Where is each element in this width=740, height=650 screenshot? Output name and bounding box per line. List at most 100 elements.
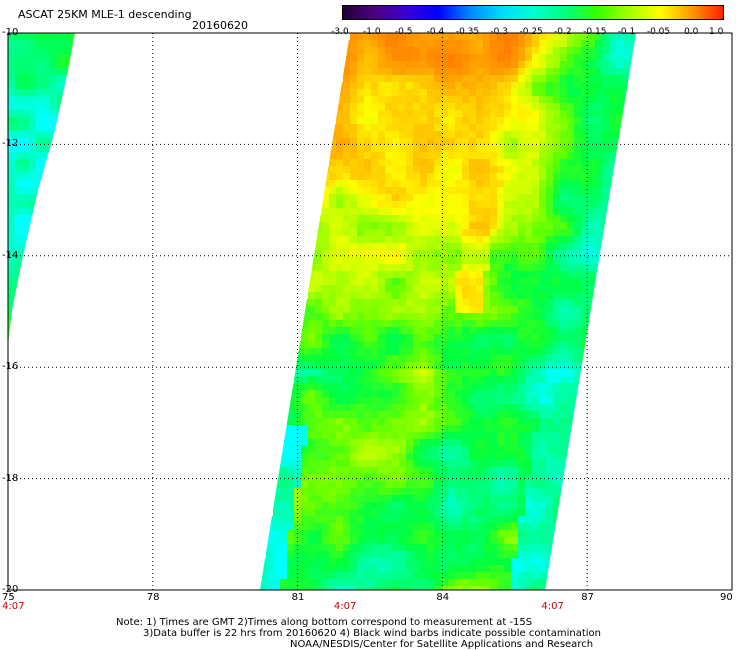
data-cell	[378, 96, 386, 104]
data-cell	[574, 103, 582, 111]
data-cell	[406, 33, 414, 41]
data-cell	[406, 264, 414, 272]
data-cell	[315, 481, 323, 489]
data-cell	[364, 348, 372, 356]
data-cell	[406, 61, 414, 69]
lon-label: 90	[720, 592, 733, 603]
data-cell	[476, 481, 484, 489]
data-cell	[455, 404, 463, 412]
data-cell	[378, 397, 386, 405]
data-cell	[539, 495, 547, 503]
data-cell	[434, 509, 442, 517]
data-cell	[427, 537, 435, 545]
data-cell	[490, 61, 498, 69]
data-cell	[36, 54, 44, 62]
data-cell	[64, 54, 72, 62]
data-cell	[567, 313, 575, 321]
data-cell	[532, 439, 540, 447]
data-cell	[490, 40, 498, 48]
data-cell	[546, 61, 554, 69]
data-cell	[392, 201, 400, 209]
data-cell	[15, 131, 23, 139]
data-cell	[308, 369, 316, 377]
data-cell	[15, 320, 23, 328]
data-cell	[322, 355, 330, 363]
data-cell	[574, 61, 582, 69]
data-cell	[546, 131, 554, 139]
data-cell	[36, 299, 44, 307]
data-cell	[420, 551, 428, 559]
data-cell	[378, 278, 386, 286]
data-cell	[399, 292, 407, 300]
data-cell	[378, 516, 386, 524]
data-cell	[385, 159, 393, 167]
data-cell	[560, 257, 568, 265]
data-cell	[595, 166, 603, 174]
data-cell	[427, 439, 435, 447]
data-cell	[385, 474, 393, 482]
data-cell	[448, 292, 456, 300]
data-cell	[553, 61, 561, 69]
data-cell	[371, 481, 379, 489]
data-cell	[462, 124, 470, 132]
data-cell	[434, 299, 442, 307]
data-cell	[385, 390, 393, 398]
data-cell	[532, 551, 540, 559]
data-cell	[371, 47, 379, 55]
data-cell	[567, 215, 575, 223]
data-cell	[455, 271, 463, 279]
data-cell	[497, 453, 505, 461]
data-cell	[29, 40, 37, 48]
data-cell	[343, 159, 351, 167]
data-cell	[399, 117, 407, 125]
data-cell	[518, 446, 526, 454]
data-cell	[546, 460, 554, 468]
data-cell	[497, 523, 505, 531]
data-cell	[308, 348, 316, 356]
data-cell	[511, 390, 519, 398]
data-cell	[469, 33, 477, 41]
data-cell	[71, 194, 75, 202]
data-cell	[532, 313, 540, 321]
data-cell	[504, 467, 512, 475]
data-cell	[497, 292, 505, 300]
data-cell	[287, 383, 295, 391]
data-cell	[322, 376, 330, 384]
data-cell	[385, 558, 393, 566]
data-cell	[336, 124, 344, 132]
data-cell	[350, 530, 358, 538]
data-cell	[504, 33, 512, 41]
data-cell	[357, 201, 365, 209]
data-cell	[329, 222, 337, 230]
data-cell	[427, 348, 435, 356]
data-cell	[511, 229, 519, 237]
data-cell	[287, 558, 295, 566]
data-cell	[385, 327, 393, 335]
data-cell	[315, 271, 323, 279]
data-cell	[406, 89, 414, 97]
data-cell	[392, 579, 400, 587]
data-cell	[497, 47, 505, 55]
data-cell	[511, 565, 519, 573]
data-cell	[497, 306, 505, 314]
data-cell	[581, 299, 589, 307]
data-cell	[301, 446, 309, 454]
data-cell	[469, 537, 477, 545]
data-cell	[539, 509, 547, 517]
data-cell	[364, 103, 372, 111]
data-cell	[336, 565, 344, 573]
data-cell	[518, 166, 526, 174]
data-cell	[343, 390, 351, 398]
data-cell	[22, 257, 30, 265]
data-cell	[371, 579, 379, 587]
data-cell	[371, 565, 379, 573]
data-cell	[511, 292, 519, 300]
data-cell	[525, 40, 533, 48]
data-cell	[504, 488, 512, 496]
data-cell	[462, 467, 470, 475]
data-cell	[588, 131, 596, 139]
data-cell	[343, 341, 351, 349]
data-cell	[322, 453, 330, 461]
data-cell	[553, 103, 561, 111]
data-cell	[448, 320, 456, 328]
